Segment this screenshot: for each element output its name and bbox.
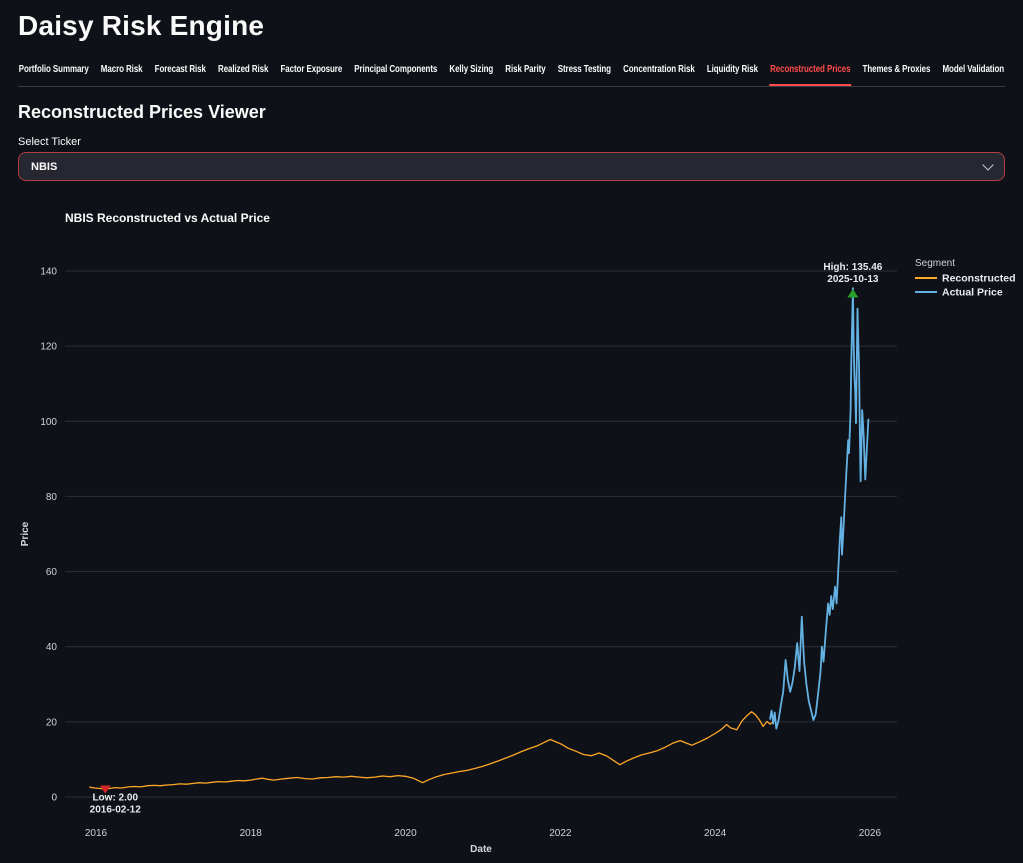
x-tick-label: 2026 (859, 828, 882, 839)
y-tick-label: 20 (46, 717, 58, 728)
legend-label: Actual Price (942, 287, 1003, 299)
tab-bar: Portfolio Summary Macro Risk Forecast Risk… (18, 56, 1005, 87)
tab-reconstructed-prices[interactable]: Reconstructed Prices (769, 63, 852, 86)
x-axis: 2016 2018 2020 2022 2024 2026 (85, 828, 882, 839)
y-axis-title: Price (20, 521, 31, 546)
series-reconstructed-line (89, 711, 774, 791)
tab-kelly-sizing[interactable]: Kelly Sizing (449, 63, 494, 75)
tab-model-validation[interactable]: Model Validation (942, 63, 1005, 75)
tab-portfolio-summary[interactable]: Portfolio Summary (18, 63, 89, 75)
y-tick-label: 80 (46, 492, 58, 503)
y-axis: 0 20 40 60 80 100 120 140 (40, 267, 897, 804)
x-axis-title: Date (470, 844, 492, 855)
tab-forecast-risk[interactable]: Forecast Risk (154, 63, 206, 75)
x-tick-label: 2024 (704, 828, 727, 839)
app-title: Daisy Risk Engine (18, 10, 265, 41)
tab-factor-exposure[interactable]: Factor Exposure (280, 63, 343, 75)
annotation-text: 2016-02-12 (90, 804, 142, 815)
series-actual-price-line (769, 287, 870, 730)
tab-liquidity-risk[interactable]: Liquidity Risk (706, 63, 758, 75)
tab-macro-risk[interactable]: Macro Risk (100, 63, 143, 75)
x-tick-label: 2020 (394, 828, 417, 839)
y-tick-label: 0 (51, 793, 57, 804)
y-tick-label: 120 (40, 342, 57, 353)
x-tick-label: 2018 (240, 828, 263, 839)
y-tick-label: 60 (46, 567, 58, 578)
legend-title: Segment (915, 258, 955, 269)
chevron-down-icon (982, 158, 994, 171)
tab-risk-parity[interactable]: Risk Parity (505, 63, 546, 75)
legend-label: Reconstructed (942, 273, 1016, 285)
legend: Segment Reconstructed Actual Price (915, 258, 1016, 299)
arrow-down-icon (99, 785, 111, 794)
annotation-text: Low: 2.00 (92, 792, 138, 803)
tab-principal-components[interactable]: Principal Components (354, 63, 438, 75)
tab-stress-testing[interactable]: Stress Testing (557, 63, 611, 75)
y-tick-label: 140 (40, 267, 57, 278)
x-tick-label: 2022 (549, 828, 572, 839)
tab-realized-risk[interactable]: Realized Risk (218, 63, 269, 75)
tab-concentration-risk[interactable]: Concentration Risk (623, 63, 695, 75)
ticker-select-label: Select Ticker (18, 136, 81, 148)
arrow-up-icon (847, 289, 859, 298)
x-tick-label: 2016 (85, 828, 108, 839)
y-tick-label: 100 (40, 417, 57, 428)
y-tick-label: 40 (46, 642, 58, 653)
ticker-select-value: NBIS (31, 160, 58, 173)
tab-themes-proxies[interactable]: Themes & Proxies (862, 63, 931, 75)
page-title: Reconstructed Prices Viewer (18, 102, 266, 122)
annotation-text: High: 135.46 (823, 262, 882, 273)
chart-title: NBIS Reconstructed vs Actual Price (65, 211, 270, 225)
annotation-text: 2025-10-13 (827, 274, 879, 285)
ticker-select[interactable]: NBIS (18, 152, 1005, 181)
